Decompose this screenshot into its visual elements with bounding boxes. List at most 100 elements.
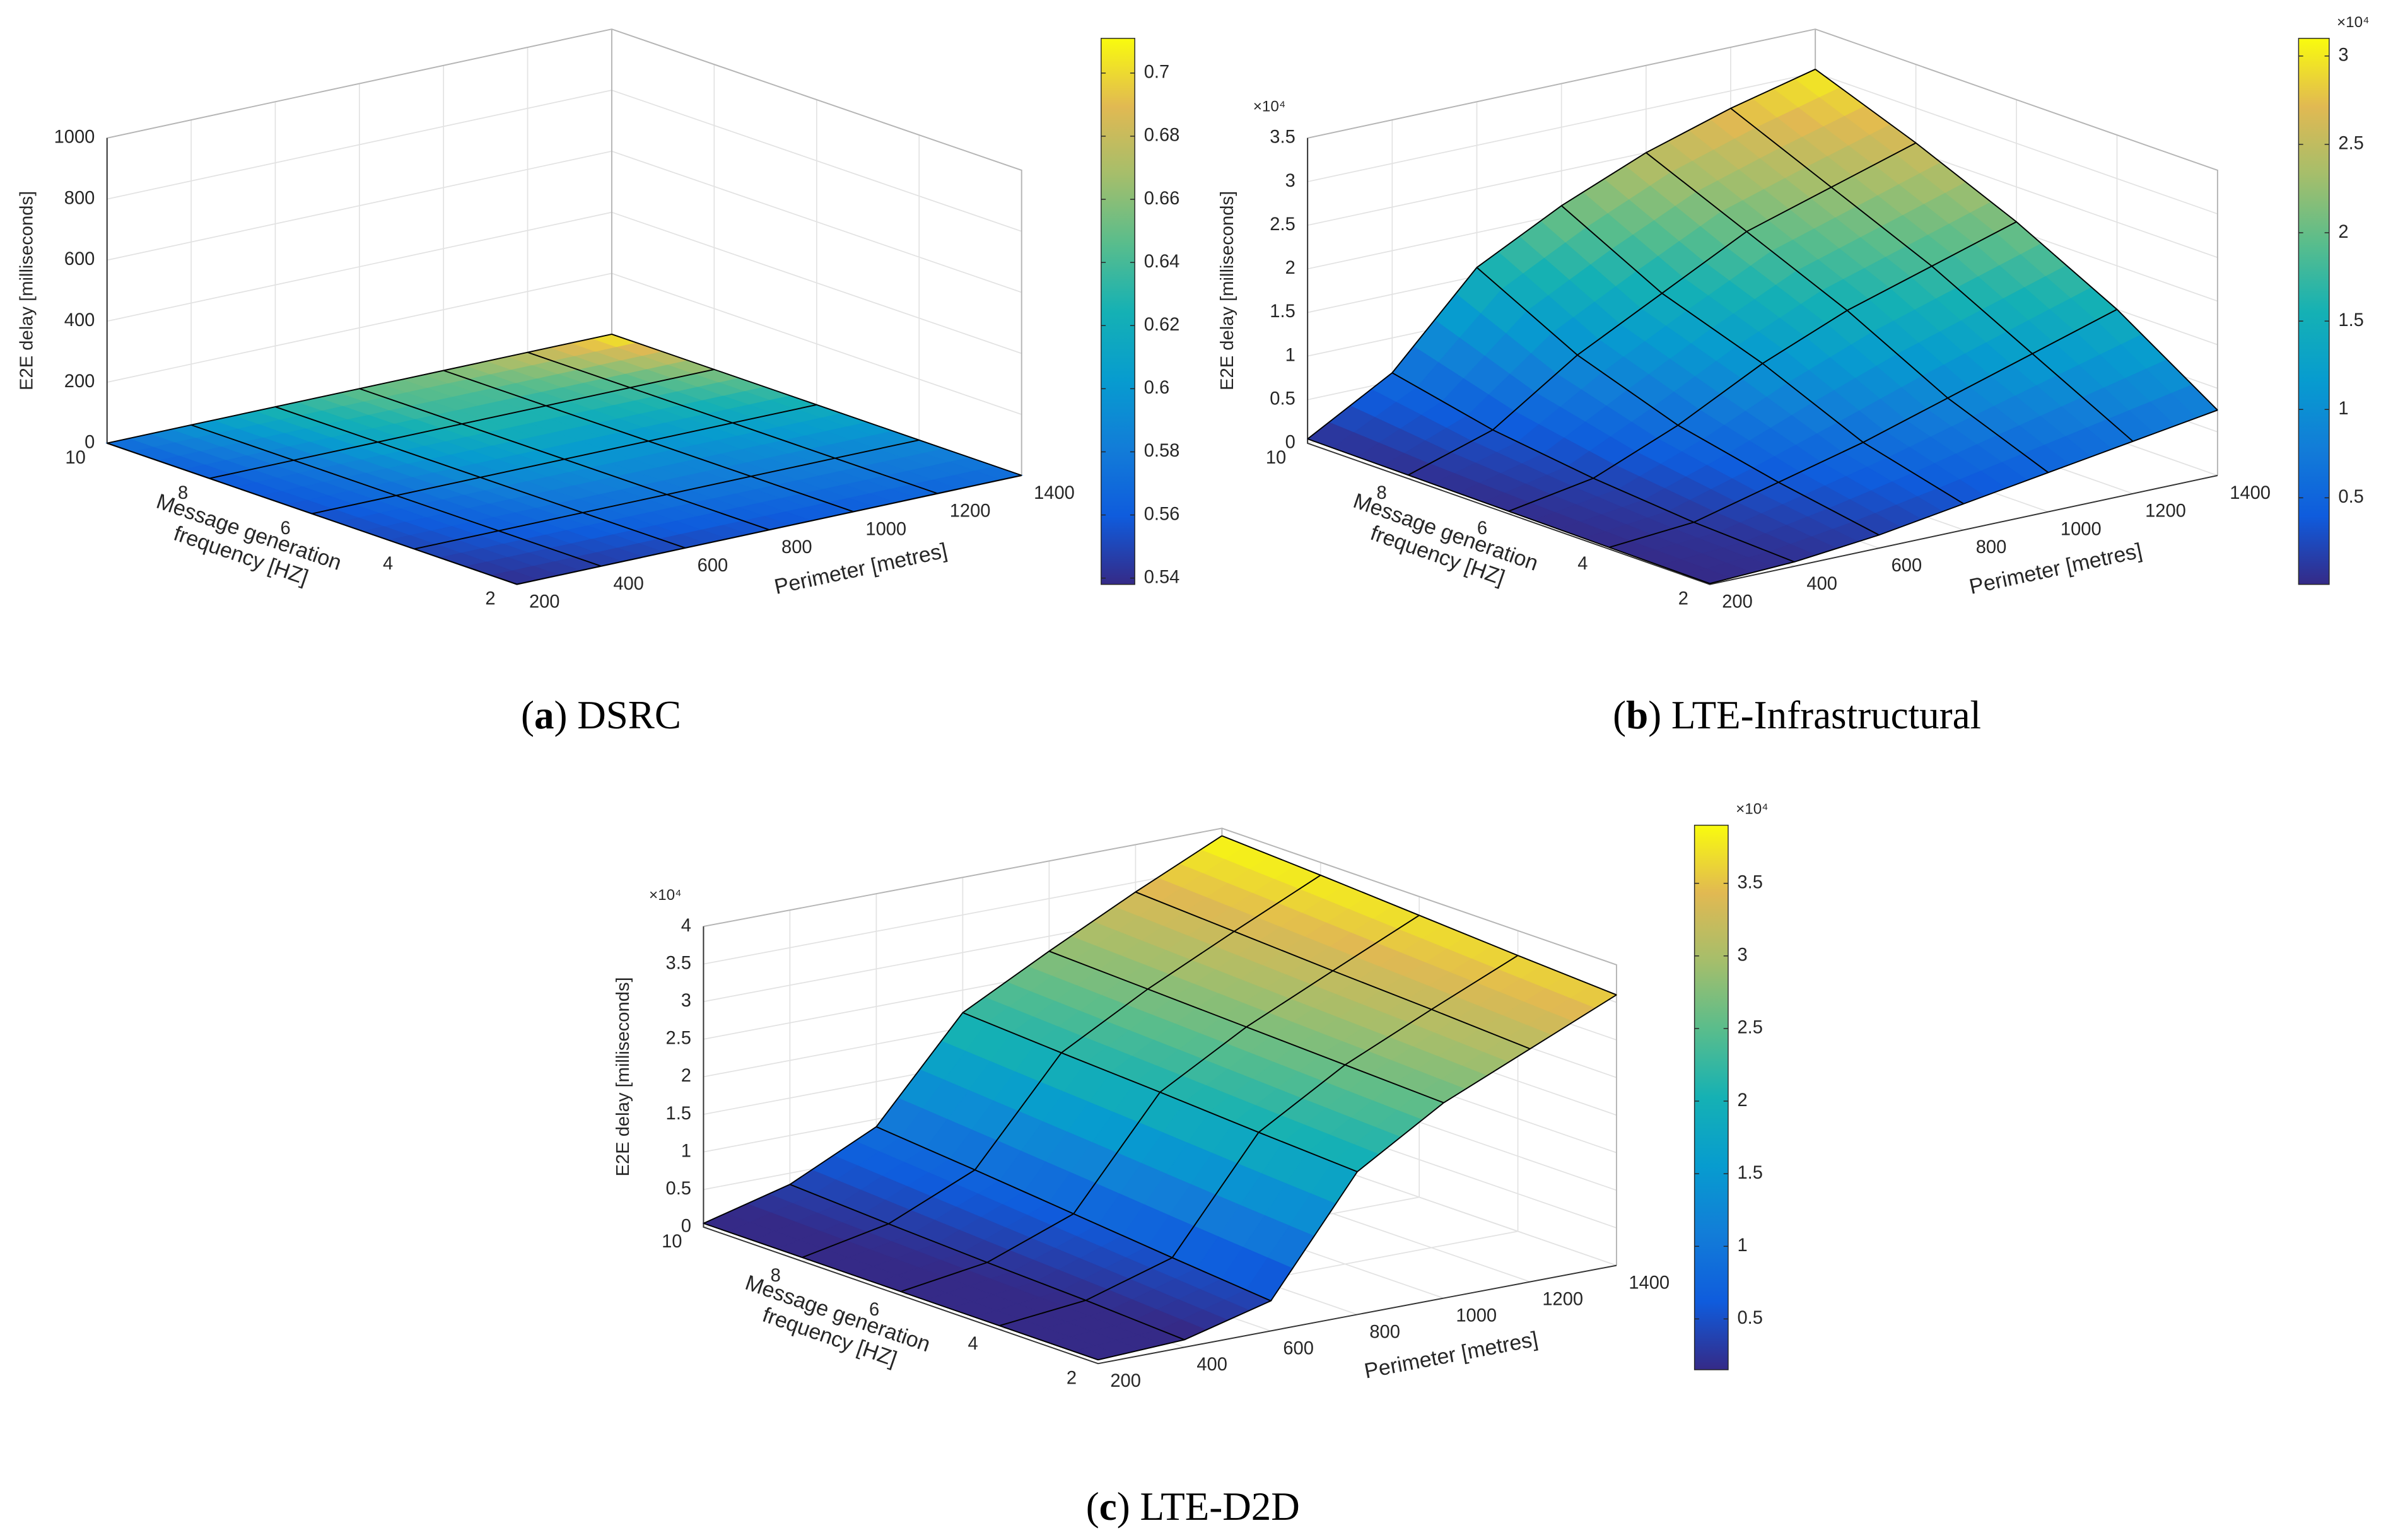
y-tick-label: 4 xyxy=(383,554,393,574)
mesh-line xyxy=(1730,108,2134,442)
mesh-line xyxy=(527,351,938,494)
colorbar-tick-label: 0.58 xyxy=(1144,441,1180,461)
z-tick-label: 600 xyxy=(64,249,95,269)
z-tick-label: 1 xyxy=(1285,345,1296,365)
z-tick-label: 400 xyxy=(64,310,95,330)
colorbar-tick-label: 1 xyxy=(2338,399,2348,419)
colorbar-tick-label: 0.56 xyxy=(1144,504,1180,524)
colorbar-tick-label: 2.5 xyxy=(2338,134,2363,154)
x-tick-label: 600 xyxy=(1283,1338,1314,1358)
x-tick-label: 600 xyxy=(698,556,728,576)
z-exponent: ×10⁴ xyxy=(1253,98,1286,115)
colorbar-tick-label: 0.54 xyxy=(1144,567,1180,587)
caption-part: ( xyxy=(1613,693,1626,737)
z-tick-label: 1.5 xyxy=(666,1104,691,1124)
x-tick-label: 800 xyxy=(1976,537,2007,557)
colorbar xyxy=(1101,38,1135,585)
mesh-line xyxy=(1391,372,1795,563)
mesh-line xyxy=(1135,891,1531,1050)
colorbar-tick-label: 0.62 xyxy=(1144,315,1180,335)
y-tick-label: 8 xyxy=(178,483,188,503)
caption-part: ) LTE-Infrastructural xyxy=(1648,693,1981,737)
caption-part: ) LTE-D2D xyxy=(1117,1485,1300,1529)
mesh-line xyxy=(1222,835,1617,996)
caption-part: ( xyxy=(1086,1485,1099,1529)
z-tick-label: 3.5 xyxy=(666,953,691,973)
colorbar-tick-label: 0.68 xyxy=(1144,125,1180,146)
mesh-line xyxy=(1561,205,1964,505)
z-tick-label: 2 xyxy=(681,1066,691,1086)
y-tick-label: 10 xyxy=(65,448,85,468)
colorbar-exponent: ×10⁴ xyxy=(1736,801,1769,818)
x-tick-label: 1200 xyxy=(2145,501,2186,522)
y-tick-label: 2 xyxy=(1067,1368,1077,1388)
x-tick-label: 200 xyxy=(1110,1371,1141,1391)
mesh-line xyxy=(359,388,769,531)
z-tick-label: 1.5 xyxy=(1270,301,1295,322)
colorbar-tick-label: 2 xyxy=(2338,222,2348,242)
colorbar-tick-label: 0.7 xyxy=(1144,62,1169,83)
z-axis-label: E2E delay [milliseconds] xyxy=(1217,191,1237,390)
z-tick-label: 1 xyxy=(681,1141,691,1161)
mesh-line xyxy=(443,370,854,513)
colorbar-tick-label: 3 xyxy=(2338,45,2348,66)
z-exponent: ×10⁴ xyxy=(649,887,682,904)
colorbar-tick-label: 2.5 xyxy=(1738,1018,1763,1038)
mesh-line xyxy=(790,1184,1185,1341)
y-tick-label: 6 xyxy=(281,518,291,539)
y-tick-label: 4 xyxy=(968,1334,978,1354)
x-tick-label: 800 xyxy=(781,537,812,557)
colorbar-tick-label: 3.5 xyxy=(1738,872,1763,892)
y-tick-label: 4 xyxy=(1577,554,1588,574)
y-tick-label: 10 xyxy=(1266,448,1286,468)
x-tick-label: 1000 xyxy=(2061,519,2102,539)
caption: (a) DSRC xyxy=(521,693,681,737)
x-tick-label: 600 xyxy=(1892,556,1922,576)
subplot: 0 200 400 600 800 1000 200 400 600 800 1000 1200 140… xyxy=(16,28,1180,737)
z-tick-label: 0 xyxy=(85,433,95,453)
x-tick-label: 200 xyxy=(529,592,560,612)
colorbar-tick-label: 0.66 xyxy=(1144,189,1180,209)
caption: (b) LTE-Infrastructural xyxy=(1613,693,1981,737)
x-tick-label: 1400 xyxy=(1629,1273,1670,1293)
caption-part: a xyxy=(534,693,554,737)
mesh-line xyxy=(1476,267,1880,536)
z-tick-label: 3 xyxy=(1285,171,1296,191)
y-tick-label: 6 xyxy=(869,1300,879,1320)
axis-lines xyxy=(703,926,1617,1365)
y-tick-label: 2 xyxy=(1678,589,1688,609)
mesh-line xyxy=(107,442,517,585)
z-axis-label: E2E delay [milliseconds] xyxy=(16,191,37,390)
y-tick-label: 2 xyxy=(485,589,495,609)
caption-part: ( xyxy=(521,693,534,737)
z-tick-label: 0.5 xyxy=(1270,388,1295,409)
mesh-line xyxy=(611,333,1022,476)
x-tick-label: 400 xyxy=(1806,574,1837,594)
caption-part: c xyxy=(1099,1485,1117,1529)
mesh-line xyxy=(1307,438,1711,585)
colorbar-tick-label: 2 xyxy=(1738,1090,1748,1111)
z-tick-label: 3.5 xyxy=(1270,127,1295,148)
x-tick-label: 1400 xyxy=(1034,483,1075,503)
colorbar-exponent: ×10⁴ xyxy=(2337,14,2370,31)
y-tick-label: 8 xyxy=(1376,483,1386,503)
x-tick-label: 400 xyxy=(1196,1355,1227,1375)
caption: (c) LTE-D2D xyxy=(1086,1485,1300,1529)
colorbar-tick-label: 1.5 xyxy=(2338,310,2363,330)
z-tick-label: 3 xyxy=(681,991,691,1011)
mesh-line xyxy=(1815,69,2218,411)
colorbar-tick-label: 1 xyxy=(1738,1235,1748,1256)
x-tick-label: 400 xyxy=(613,574,644,594)
subplot: 00.511.522.533.5420040060080010001200140… xyxy=(613,801,1769,1529)
x-tick-label: 1200 xyxy=(950,501,991,522)
x-tick-label: 1200 xyxy=(1542,1289,1583,1309)
z-tick-label: 0 xyxy=(1285,433,1296,453)
mesh-line xyxy=(190,424,602,567)
y-tick-label: 10 xyxy=(662,1232,682,1252)
colorbar-tick-label: 0.64 xyxy=(1144,252,1180,272)
mesh-line xyxy=(275,406,686,549)
y-tick-label: 6 xyxy=(1477,518,1487,539)
mesh-line xyxy=(875,1126,1272,1302)
